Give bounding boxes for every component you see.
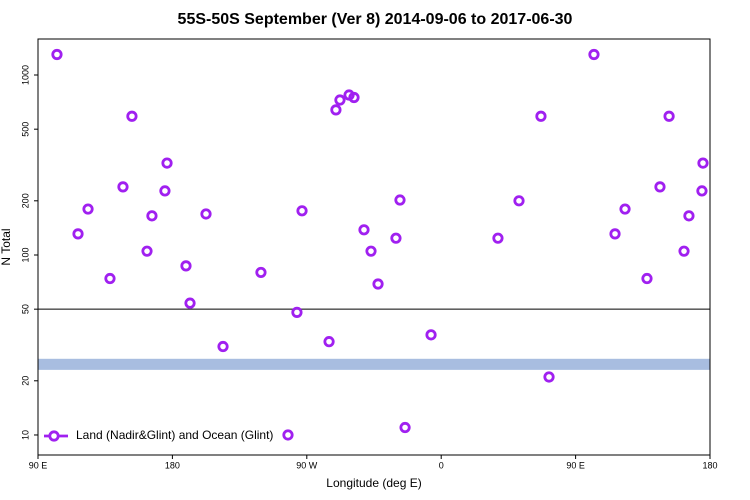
point xyxy=(72,228,84,240)
point xyxy=(535,110,547,122)
y-tick-label: 200 xyxy=(20,193,30,208)
legend-label: Land (Nadir&Glint) and Ocean (Glint) xyxy=(76,428,273,442)
point xyxy=(641,272,653,285)
point xyxy=(51,48,63,61)
point xyxy=(358,224,370,236)
point xyxy=(492,232,504,244)
point xyxy=(117,181,129,193)
point xyxy=(200,208,212,220)
point xyxy=(161,157,173,169)
y-tick-label: 500 xyxy=(20,122,30,137)
point xyxy=(217,340,229,353)
point xyxy=(348,91,360,104)
x-tick-label: 180 xyxy=(702,460,717,470)
point xyxy=(697,157,709,169)
point xyxy=(282,429,294,441)
point xyxy=(619,203,631,215)
point xyxy=(184,297,196,309)
point xyxy=(425,329,437,341)
point xyxy=(82,203,94,215)
x-tick-label: 90 E xyxy=(566,460,585,470)
x-tick-label: 0 xyxy=(439,460,444,470)
point xyxy=(330,104,342,116)
y-tick-label: 50 xyxy=(20,304,30,314)
band xyxy=(38,358,710,370)
x-tick-label: 90 W xyxy=(296,460,318,470)
point xyxy=(296,205,308,217)
point xyxy=(609,228,621,240)
point xyxy=(365,245,377,257)
point xyxy=(372,278,384,290)
point xyxy=(146,210,158,222)
y-tick-label: 10 xyxy=(20,430,30,440)
x-tick-label: 90 E xyxy=(29,460,48,470)
y-tick-label: 100 xyxy=(20,247,30,262)
point xyxy=(291,306,303,318)
x-tick-label: 180 xyxy=(165,460,180,470)
point xyxy=(696,185,708,197)
point xyxy=(126,110,138,122)
y-tick-label: 20 xyxy=(20,376,30,386)
point xyxy=(399,421,411,434)
point xyxy=(141,245,153,257)
legend-marker xyxy=(48,430,60,442)
point xyxy=(323,336,335,348)
point xyxy=(255,266,267,279)
point xyxy=(159,185,171,197)
plot-frame xyxy=(37,38,711,456)
point xyxy=(104,272,116,285)
y-tick-label: 1000 xyxy=(20,65,30,85)
point xyxy=(654,181,666,193)
point xyxy=(394,194,406,206)
point xyxy=(513,195,525,207)
point xyxy=(390,232,402,244)
point xyxy=(663,110,675,122)
point xyxy=(588,48,600,61)
point xyxy=(683,210,695,222)
point xyxy=(543,371,555,383)
legend: Land (Nadir&Glint) and Ocean (Glint) xyxy=(44,428,273,442)
chart-title: 55S-50S September (Ver 8) 2014-09-06 to … xyxy=(178,11,573,28)
point xyxy=(334,94,346,106)
x-axis-label: Longitude (deg E) xyxy=(326,476,421,490)
point xyxy=(180,260,192,272)
y-axis-label: N Total xyxy=(0,228,13,265)
point xyxy=(678,245,690,257)
